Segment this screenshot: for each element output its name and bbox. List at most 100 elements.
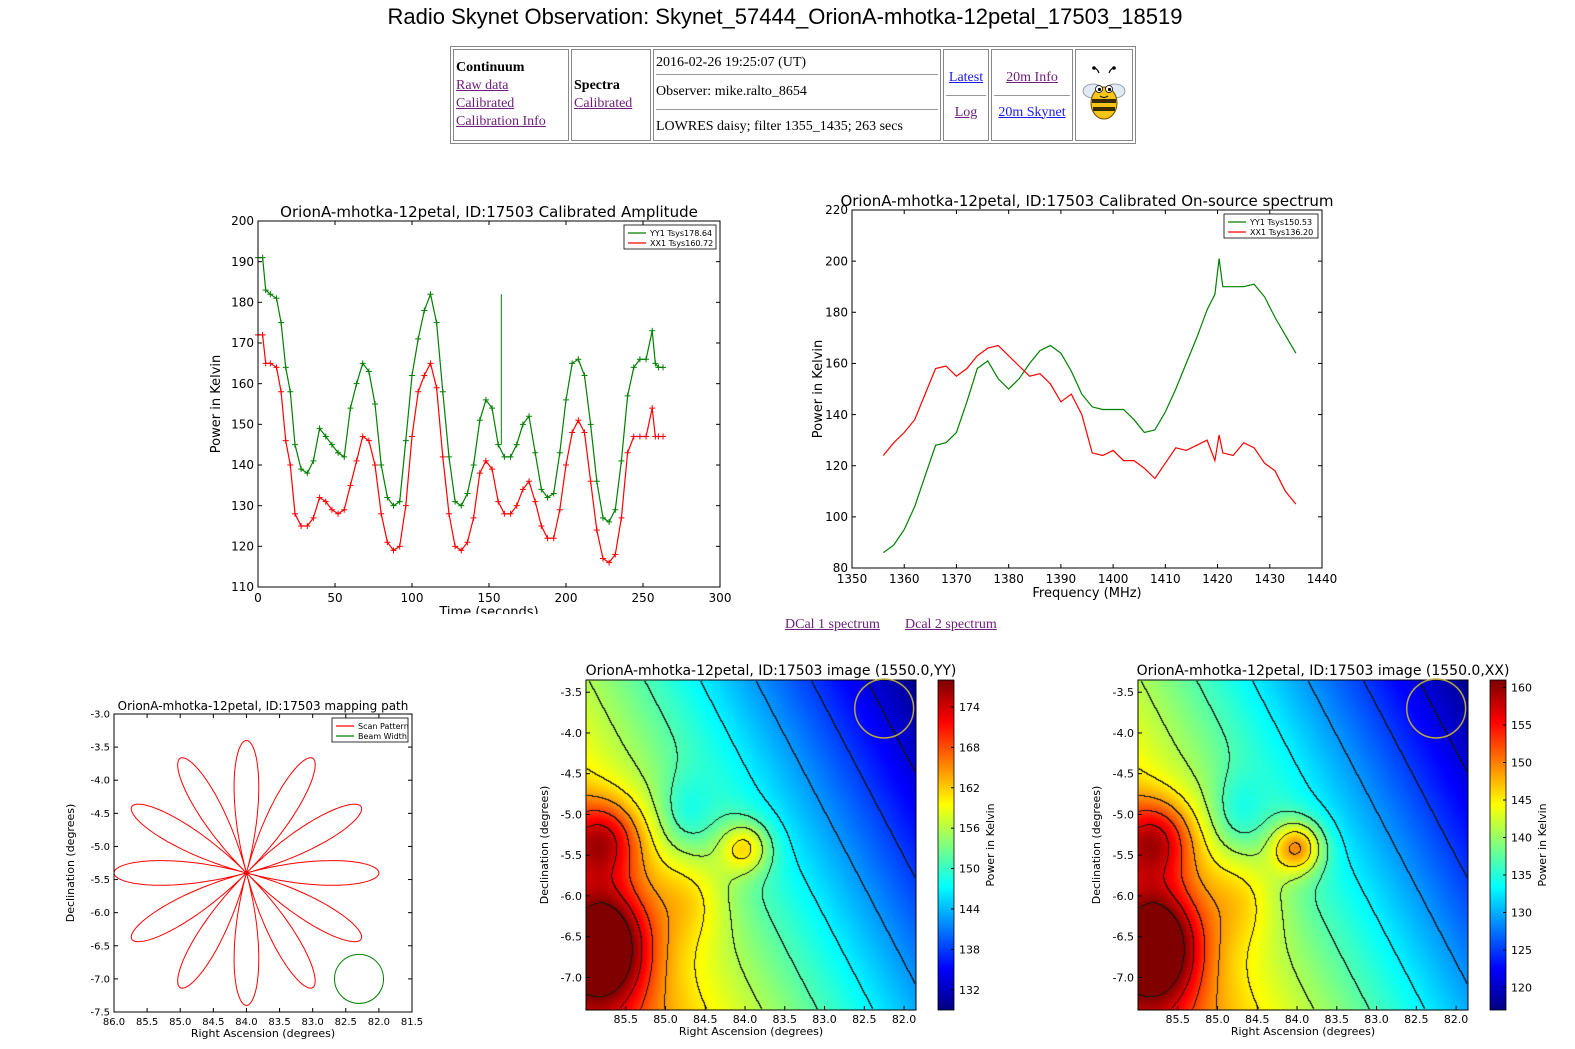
- data-point: [259, 331, 266, 338]
- data-point: [476, 417, 483, 424]
- skynet-20m-link[interactable]: 20m Skynet: [998, 104, 1066, 120]
- dcal2-spectrum-link[interactable]: Dcal 2 spectrum: [905, 617, 997, 632]
- dcal1-spectrum-link[interactable]: DCal 1 spectrum: [785, 617, 880, 632]
- x-tick-label: 1360: [889, 572, 920, 586]
- latest-link[interactable]: Latest: [948, 69, 984, 85]
- info-20m-link[interactable]: 20m Info: [1006, 69, 1058, 85]
- data-point: [470, 462, 477, 468]
- x-tick-label: 83.5: [1325, 1013, 1350, 1026]
- data-point: [282, 437, 289, 444]
- x-tick-label: 83.5: [773, 1013, 798, 1026]
- y-tick-label: -5.0: [90, 842, 110, 853]
- mapping-chart-ylabel: Declination (degrees): [66, 804, 77, 923]
- page-title: Radio Skynet Observation: Skynet_57444_O…: [387, 4, 1183, 29]
- x-tick-label: 85.0: [169, 1017, 191, 1028]
- data-point: [378, 510, 385, 517]
- data-point: [482, 457, 489, 464]
- data-point: [316, 425, 323, 432]
- data-point: [402, 502, 409, 509]
- beam-circle: [854, 678, 915, 739]
- x-tick-label: 84.5: [202, 1017, 224, 1028]
- raw-data-link[interactable]: Raw data: [456, 78, 509, 93]
- data-point: [322, 498, 329, 505]
- x-tick-label: 82.5: [335, 1017, 357, 1028]
- y-tick-label: 160: [231, 377, 254, 391]
- legend-label: Beam Width: [358, 732, 407, 741]
- y-tick-label: 110: [231, 580, 254, 594]
- data-point: [282, 364, 289, 371]
- xx-colorbar-canvas: [1490, 680, 1506, 1010]
- mapping-path-chart: OrionA-mhotka-12petal, ID:17503 mapping …: [66, 699, 423, 1040]
- data-point: [660, 364, 667, 371]
- y-tick-label: -3.0: [90, 710, 110, 721]
- x-tick-label: 0: [254, 591, 262, 605]
- legend-label: YY1 Tsys178.64: [649, 229, 712, 238]
- data-point: [458, 502, 465, 509]
- data-point: [359, 360, 366, 367]
- colorbar-frame: [937, 679, 955, 1011]
- data-point: [606, 559, 613, 566]
- x-tick-label: 1350: [837, 572, 868, 586]
- spectrum-chart-ylabel: Power in Kelvin: [811, 340, 826, 438]
- y-tick-label: -6.5: [561, 931, 582, 944]
- calibrated-link[interactable]: Calibrated: [456, 96, 515, 111]
- yy-colorbar-canvas: [938, 680, 954, 1010]
- data-point: [439, 388, 446, 395]
- data-point: [341, 453, 348, 460]
- data-point: [310, 514, 317, 521]
- spectra-header: Spectra: [574, 78, 620, 93]
- colorbar-frame: [1489, 679, 1507, 1011]
- data-point: [513, 502, 520, 509]
- data-point: [273, 364, 280, 371]
- y-tick-label: -4.0: [1113, 727, 1134, 740]
- x-tick-label: 82.0: [1444, 1013, 1469, 1026]
- data-point: [304, 470, 311, 477]
- y-tick-label: -5.0: [1113, 808, 1134, 821]
- data-point: [396, 498, 403, 505]
- data-point: [643, 356, 650, 363]
- data-point: [652, 360, 659, 367]
- series-line-xx1: [882, 344, 1297, 505]
- data-point: [378, 462, 385, 468]
- log-link[interactable]: Log: [954, 104, 978, 120]
- spectra-calibrated-link[interactable]: Calibrated: [574, 96, 633, 111]
- data-point: [262, 287, 269, 294]
- data-point: [421, 372, 428, 379]
- data-point: [563, 396, 569, 403]
- x-tick-label: 150: [478, 591, 501, 605]
- xx-chart-title: OrionA-mhotka-12petal, ID:17503 image (1…: [1137, 663, 1510, 679]
- colorbar-tick-label: 135: [1511, 869, 1532, 882]
- xx-chart-ylabel: Declination (degrees): [1090, 786, 1103, 905]
- colorbar-tick-label: 132: [959, 984, 980, 997]
- data-point: [526, 478, 533, 485]
- y-tick-label: -6.5: [90, 941, 110, 952]
- y-tick-label: -4.5: [90, 809, 110, 820]
- y-tick-label: 150: [231, 418, 254, 432]
- timestamp: 2016-02-26 19:25:07 (UT): [656, 55, 807, 70]
- calibration-info-link[interactable]: Calibration Info: [456, 114, 546, 129]
- beam-width-circle: [334, 953, 385, 1004]
- data-point: [335, 510, 342, 517]
- x-tick-label: 1440: [1307, 572, 1338, 586]
- data-point: [587, 478, 594, 485]
- x-tick-label: 300: [709, 591, 732, 605]
- data-point: [618, 514, 625, 521]
- data-point: [526, 413, 533, 420]
- y-tick-label: -3.5: [1113, 686, 1134, 699]
- data-point: [409, 372, 415, 379]
- bee-logo-icon[interactable]: [1078, 65, 1130, 125]
- legend-label: XX1 Tsys136.20: [1250, 228, 1313, 237]
- x-tick-label: 85.5: [1166, 1013, 1191, 1026]
- y-tick-label: -5.5: [561, 849, 582, 862]
- amplitude-chart-ylabel: Power in Kelvin: [209, 355, 224, 453]
- y-tick-label: 100: [825, 510, 848, 524]
- colorbar-tick-label: 130: [1511, 907, 1532, 920]
- x-tick-label: 84.0: [733, 1013, 758, 1026]
- x-tick-label: 81.5: [401, 1017, 423, 1028]
- x-tick-label: 200: [555, 591, 578, 605]
- data-point: [347, 482, 354, 489]
- y-tick-label: 120: [231, 540, 254, 554]
- plot-frame: [1137, 679, 1469, 1011]
- y-tick-label: -7.5: [90, 1008, 110, 1019]
- data-point: [532, 449, 539, 456]
